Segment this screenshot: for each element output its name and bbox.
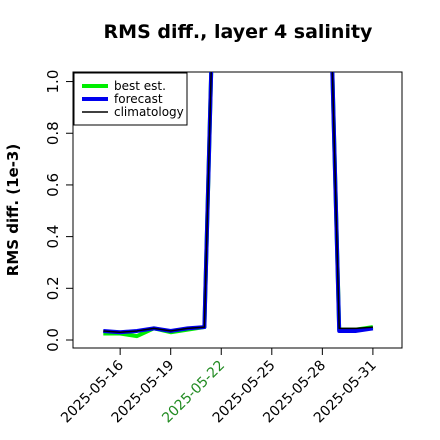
series-line [103,72,374,339]
y-tick-label: 1.0 [44,70,62,94]
chart-title: RMS diff., layer 4 salinity [104,21,374,43]
y-tick-label: 0.6 [44,173,62,197]
legend-label: best est. [114,79,166,93]
plot-frame [72,71,403,349]
y-tick-label: 0.4 [44,225,62,249]
legend-label: climatology [114,105,184,119]
legend-label: forecast [114,92,163,106]
plot-area [103,72,374,339]
y-tick-label: 0.8 [44,121,62,145]
series-line [103,72,373,333]
series-line [103,72,374,335]
y-axis-label: RMS diff. (1e-3) [4,144,22,276]
y-tick-label: 0.2 [44,276,62,300]
y-tick-label: 0.0 [44,328,62,352]
